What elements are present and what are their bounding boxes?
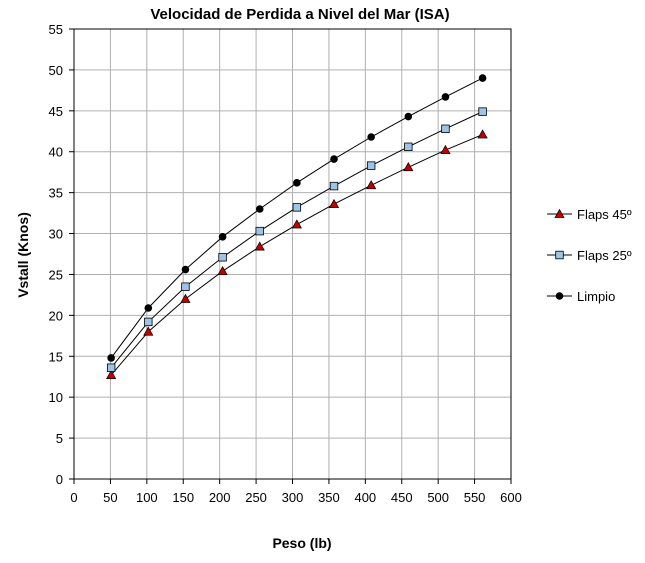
- data-point: [218, 233, 227, 241]
- x-tick-label: 200: [209, 490, 231, 505]
- data-point: [366, 180, 377, 190]
- y-tick-label: 35: [49, 186, 63, 201]
- data-point: [441, 93, 450, 101]
- x-tick-label: 300: [282, 490, 304, 505]
- x-axis-ticks: 0 50 100 150 200 250 300 350 400 450 500 550 600: [70, 479, 522, 505]
- data-point: [181, 282, 190, 291]
- data-point: [367, 133, 375, 141]
- data-point: [106, 369, 117, 379]
- series-line: [110, 111, 483, 369]
- legend-marker: [554, 208, 565, 218]
- data-point: [218, 253, 227, 262]
- y-tick-label: 0: [56, 472, 63, 487]
- y-tick-label: 5: [56, 431, 63, 446]
- data-point: [107, 354, 115, 362]
- data-point: [478, 74, 487, 82]
- data-point: [291, 219, 302, 229]
- legend-label: Flaps 25º: [577, 248, 632, 263]
- legend-label: Limpio: [577, 289, 615, 304]
- y-tick-label: 20: [49, 308, 63, 323]
- x-tick-label: 550: [464, 490, 486, 505]
- data-point: [478, 107, 487, 116]
- y-tick-label: 10: [49, 390, 63, 405]
- data-point: [181, 265, 190, 274]
- y-tick-label: 15: [49, 349, 63, 364]
- data-point: [329, 181, 339, 191]
- series-group: [107, 74, 487, 362]
- data-point: [403, 162, 414, 172]
- x-tick-label: 150: [172, 490, 194, 505]
- data-point: [440, 144, 451, 154]
- data-point: [366, 161, 376, 170]
- data-point: [404, 112, 413, 121]
- y-tick-label: 50: [49, 63, 63, 78]
- legend-marker: [555, 250, 564, 260]
- legend-marker: [555, 292, 564, 300]
- legend-label: Flaps 45º: [577, 207, 632, 222]
- data-point: [255, 226, 264, 236]
- y-tick-label: 45: [49, 104, 63, 119]
- x-tick-label: 50: [103, 490, 117, 505]
- series-group: [106, 129, 488, 379]
- data-point: [143, 326, 154, 336]
- data-point: [106, 363, 116, 372]
- data-point: [330, 155, 338, 163]
- x-tick-label: 350: [318, 490, 340, 505]
- y-tick-label: 30: [49, 227, 63, 242]
- data-point: [180, 293, 191, 303]
- x-tick-label: 450: [391, 490, 413, 505]
- series-line: [110, 134, 483, 376]
- data-point: [477, 129, 488, 139]
- data-point: [404, 142, 413, 152]
- data-point: [217, 265, 228, 276]
- legend: Flaps 45º Flaps 25º Limpio: [547, 207, 632, 304]
- y-tick-label: 40: [49, 145, 63, 160]
- chart-title: Velocidad de Perdida a Nivel del Mar (IS…: [150, 6, 449, 23]
- data-point: [328, 198, 340, 208]
- series-group: [106, 107, 487, 372]
- x-tick-label: 250: [245, 490, 267, 505]
- data-point: [144, 317, 153, 327]
- x-tick-label: 100: [136, 490, 158, 505]
- data-point: [144, 304, 153, 312]
- data-point: [255, 205, 264, 213]
- data-point: [254, 241, 265, 251]
- data-point: [293, 179, 301, 187]
- y-tick-label: 55: [49, 22, 63, 37]
- data-point: [292, 203, 302, 212]
- x-tick-label: 600: [500, 490, 522, 505]
- series-layer: [106, 74, 488, 379]
- y-axis-label: Vstall (Knos): [15, 212, 31, 298]
- x-axis-label: Peso (lb): [272, 535, 331, 551]
- x-tick-label: 0: [70, 490, 77, 505]
- data-point: [441, 124, 450, 134]
- y-tick-label: 25: [49, 267, 63, 282]
- x-tick-label: 400: [354, 490, 376, 505]
- y-axis-ticks: 0 5 10 15 20 25 30 35 40 45 50 55: [49, 22, 74, 487]
- x-tick-label: 500: [427, 490, 449, 505]
